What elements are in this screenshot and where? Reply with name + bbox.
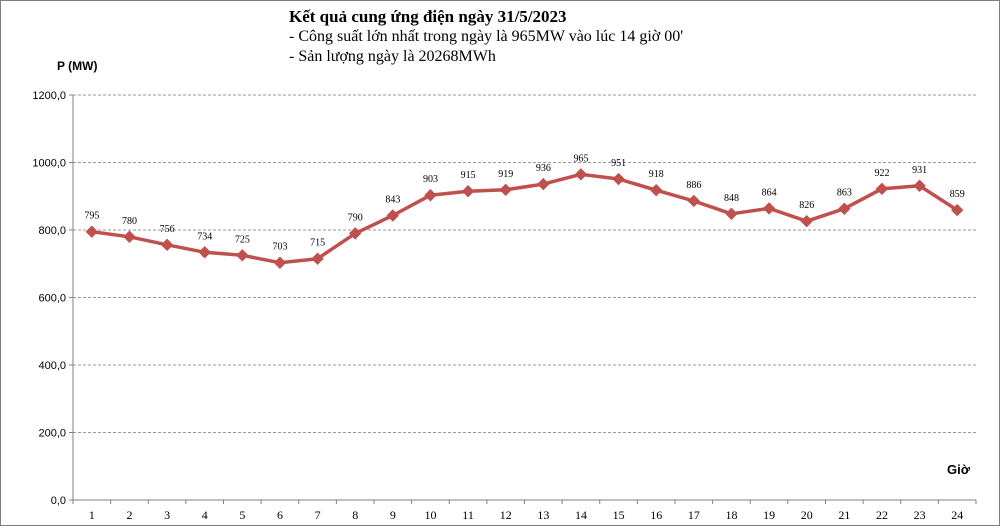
x-tick-label: 10 — [424, 508, 436, 522]
y-tick-label: 800,0 — [38, 225, 66, 237]
x-tick-label: 7 — [315, 508, 321, 522]
data-point — [612, 172, 625, 186]
chart-title-block: Kết quả cung ứng điện ngày 31/5/2023 - C… — [289, 7, 683, 67]
data-label: 931 — [912, 165, 927, 176]
chart-title: Kết quả cung ứng điện ngày 31/5/2023 — [289, 7, 567, 26]
data-point — [424, 189, 437, 202]
data-label: 725 — [235, 234, 250, 245]
x-tick-label: 14 — [575, 508, 587, 522]
data-point — [499, 183, 512, 197]
x-tick-label: 23 — [914, 508, 926, 522]
data-point — [800, 215, 813, 228]
data-label: 903 — [423, 174, 438, 185]
x-tick-label: 8 — [352, 508, 358, 522]
series-line — [91, 172, 959, 265]
data-label: 863 — [837, 188, 852, 199]
y-tick-label: 1200,0 — [32, 90, 66, 102]
x-tick-label: 18 — [725, 508, 737, 522]
y-tick-label: 0,0 — [51, 495, 66, 507]
data-label: 756 — [160, 224, 175, 235]
x-tick-label: 15 — [613, 508, 625, 522]
x-tick-label: 4 — [202, 508, 208, 522]
data-point — [574, 168, 588, 181]
data-point — [160, 238, 174, 252]
data-label: 703 — [272, 242, 287, 253]
data-point — [875, 182, 889, 196]
x-tick-label: 1 — [89, 508, 95, 522]
data-point — [123, 230, 136, 243]
data-point — [913, 179, 926, 192]
data-label: 915 — [461, 170, 476, 181]
x-axis-label: Giờ — [947, 462, 970, 477]
x-tick-label: 6 — [277, 508, 283, 522]
data-point — [348, 227, 362, 240]
data-label: 790 — [348, 212, 363, 223]
data-point — [198, 246, 211, 259]
x-tick-label: 21 — [838, 508, 850, 522]
data-label: 715 — [310, 238, 325, 249]
data-label: 795 — [84, 211, 99, 222]
data-label: 859 — [950, 189, 965, 200]
data-point — [649, 183, 663, 197]
x-tick-label: 22 — [876, 508, 888, 522]
data-point — [386, 209, 400, 222]
data-label: 843 — [385, 194, 400, 205]
x-tick-label: 12 — [500, 508, 512, 522]
data-point — [687, 194, 701, 208]
x-tick-label: 2 — [126, 508, 132, 522]
data-label: 780 — [122, 216, 137, 227]
x-tick-label: 3 — [164, 508, 170, 522]
y-tick-label: 200,0 — [38, 428, 66, 440]
data-point — [838, 202, 851, 215]
data-label: 951 — [611, 158, 626, 169]
x-tick-label: 24 — [951, 508, 963, 522]
data-point — [725, 207, 738, 221]
data-label: 886 — [686, 180, 701, 191]
x-tick-label: 5 — [239, 508, 245, 522]
y-tick-label: 600,0 — [38, 293, 66, 305]
data-label: 922 — [874, 168, 889, 179]
x-tick-label: 16 — [650, 508, 662, 522]
x-tick-label: 19 — [763, 508, 775, 522]
data-point — [762, 202, 776, 215]
data-point — [537, 177, 550, 191]
data-label: 918 — [649, 169, 664, 180]
data-label: 965 — [573, 153, 588, 164]
data-label: 936 — [536, 163, 551, 174]
data-label: 734 — [197, 231, 212, 242]
chart-subtitle-2: - Sản lượng ngày là 20268MWh — [289, 48, 496, 65]
y-tick-label: 1000,0 — [32, 158, 66, 170]
x-tick-label: 11 — [462, 508, 474, 522]
data-point — [236, 249, 249, 262]
data-point — [311, 252, 324, 265]
x-tick-label: 13 — [537, 508, 549, 522]
data-point — [950, 203, 964, 217]
data-point — [85, 225, 99, 238]
y-tick-label: 400,0 — [38, 360, 66, 372]
x-tick-label: 9 — [390, 508, 396, 522]
data-label: 919 — [498, 169, 513, 180]
x-tick-label: 17 — [688, 508, 700, 522]
data-point — [273, 256, 287, 269]
data-point — [461, 184, 475, 198]
data-label: 864 — [762, 187, 777, 198]
x-tick-label: 20 — [801, 508, 813, 522]
y-axis-label: P (MW) — [57, 59, 98, 73]
chart-subtitle-1: - Công suất lớn nhất trong ngày là 965MW… — [289, 28, 684, 45]
data-label: 848 — [724, 193, 739, 204]
data-label: 826 — [799, 200, 814, 211]
